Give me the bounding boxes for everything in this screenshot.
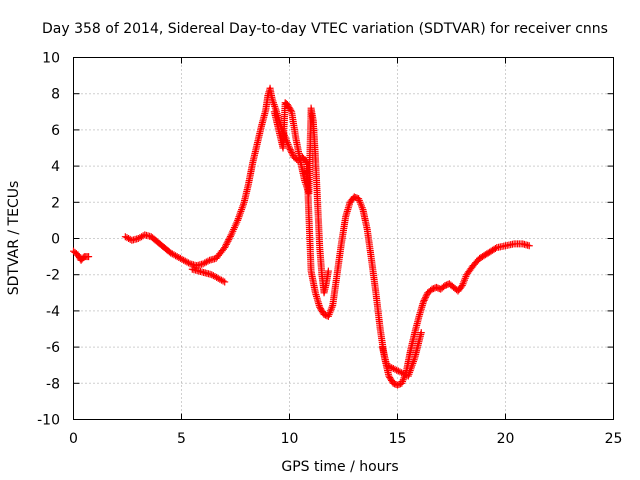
data-point	[226, 232, 234, 240]
data-point	[125, 235, 133, 242]
y-tick-label: 0	[51, 232, 60, 248]
data-point	[422, 292, 430, 300]
data-point	[422, 293, 430, 301]
data-point	[287, 147, 295, 155]
data-point	[386, 363, 394, 371]
data-point	[388, 364, 396, 372]
data-point	[287, 106, 295, 114]
y-axis-label: SDTVAR / TECUs	[6, 181, 22, 296]
x-tick-label: 25	[605, 431, 623, 447]
data-point	[389, 365, 397, 373]
y-tick-label: 10	[42, 51, 60, 67]
data-point	[394, 367, 402, 375]
data-point	[286, 144, 293, 152]
x-tick-labels: 0 5 10 15 20 25	[69, 431, 622, 447]
data-point	[391, 365, 399, 373]
data-point	[288, 149, 296, 157]
y-tick-label: 6	[51, 123, 60, 139]
data-point	[224, 237, 232, 245]
data-point	[219, 277, 227, 285]
y-tick-label: 8	[51, 87, 60, 103]
data-point	[396, 368, 404, 376]
data-point	[419, 298, 427, 306]
axis-ticks	[73, 57, 614, 420]
x-axis-label: GPS time / hours	[281, 459, 398, 475]
x-tick-label: 10	[281, 431, 299, 447]
data-point	[421, 295, 429, 303]
data-point	[286, 146, 294, 154]
data-point	[222, 242, 230, 250]
data-point	[222, 240, 230, 248]
data-marks	[70, 84, 533, 389]
data-point	[226, 234, 234, 242]
data-point	[393, 366, 401, 374]
data-point	[221, 278, 229, 286]
x-tick-label: 15	[389, 431, 407, 447]
data-point	[417, 329, 425, 337]
data-point	[324, 267, 332, 275]
data-point	[225, 236, 233, 244]
data-point	[420, 296, 428, 304]
data-point	[525, 242, 533, 250]
y-tick-label: 2	[51, 195, 60, 211]
y-tick-labels: -10 -8 -6 -4 -2 0 2 4 6 8 10	[37, 51, 60, 429]
y-tick-label: 4	[51, 159, 60, 175]
data-point	[398, 369, 406, 377]
x-tick-label: 5	[177, 431, 186, 447]
y-tick-label: -8	[46, 376, 60, 392]
y-tick-label: -10	[37, 413, 60, 429]
chart-title: Day 358 of 2014, Sidereal Day-to-day VTE…	[42, 21, 608, 37]
data-point	[221, 244, 229, 252]
data-point	[185, 259, 193, 267]
data-point	[204, 257, 212, 265]
data-point	[288, 150, 296, 158]
x-tick-label: 20	[497, 431, 515, 447]
data-point	[223, 239, 231, 247]
y-tick-label: -4	[46, 304, 60, 320]
data-point	[399, 370, 407, 378]
data-point	[384, 362, 392, 370]
data-point	[85, 253, 93, 261]
data-point	[383, 361, 391, 369]
y-tick-label: -6	[46, 340, 60, 356]
x-tick-label: 0	[69, 431, 78, 447]
data-point	[491, 244, 499, 252]
y-tick-label: -2	[46, 268, 60, 284]
